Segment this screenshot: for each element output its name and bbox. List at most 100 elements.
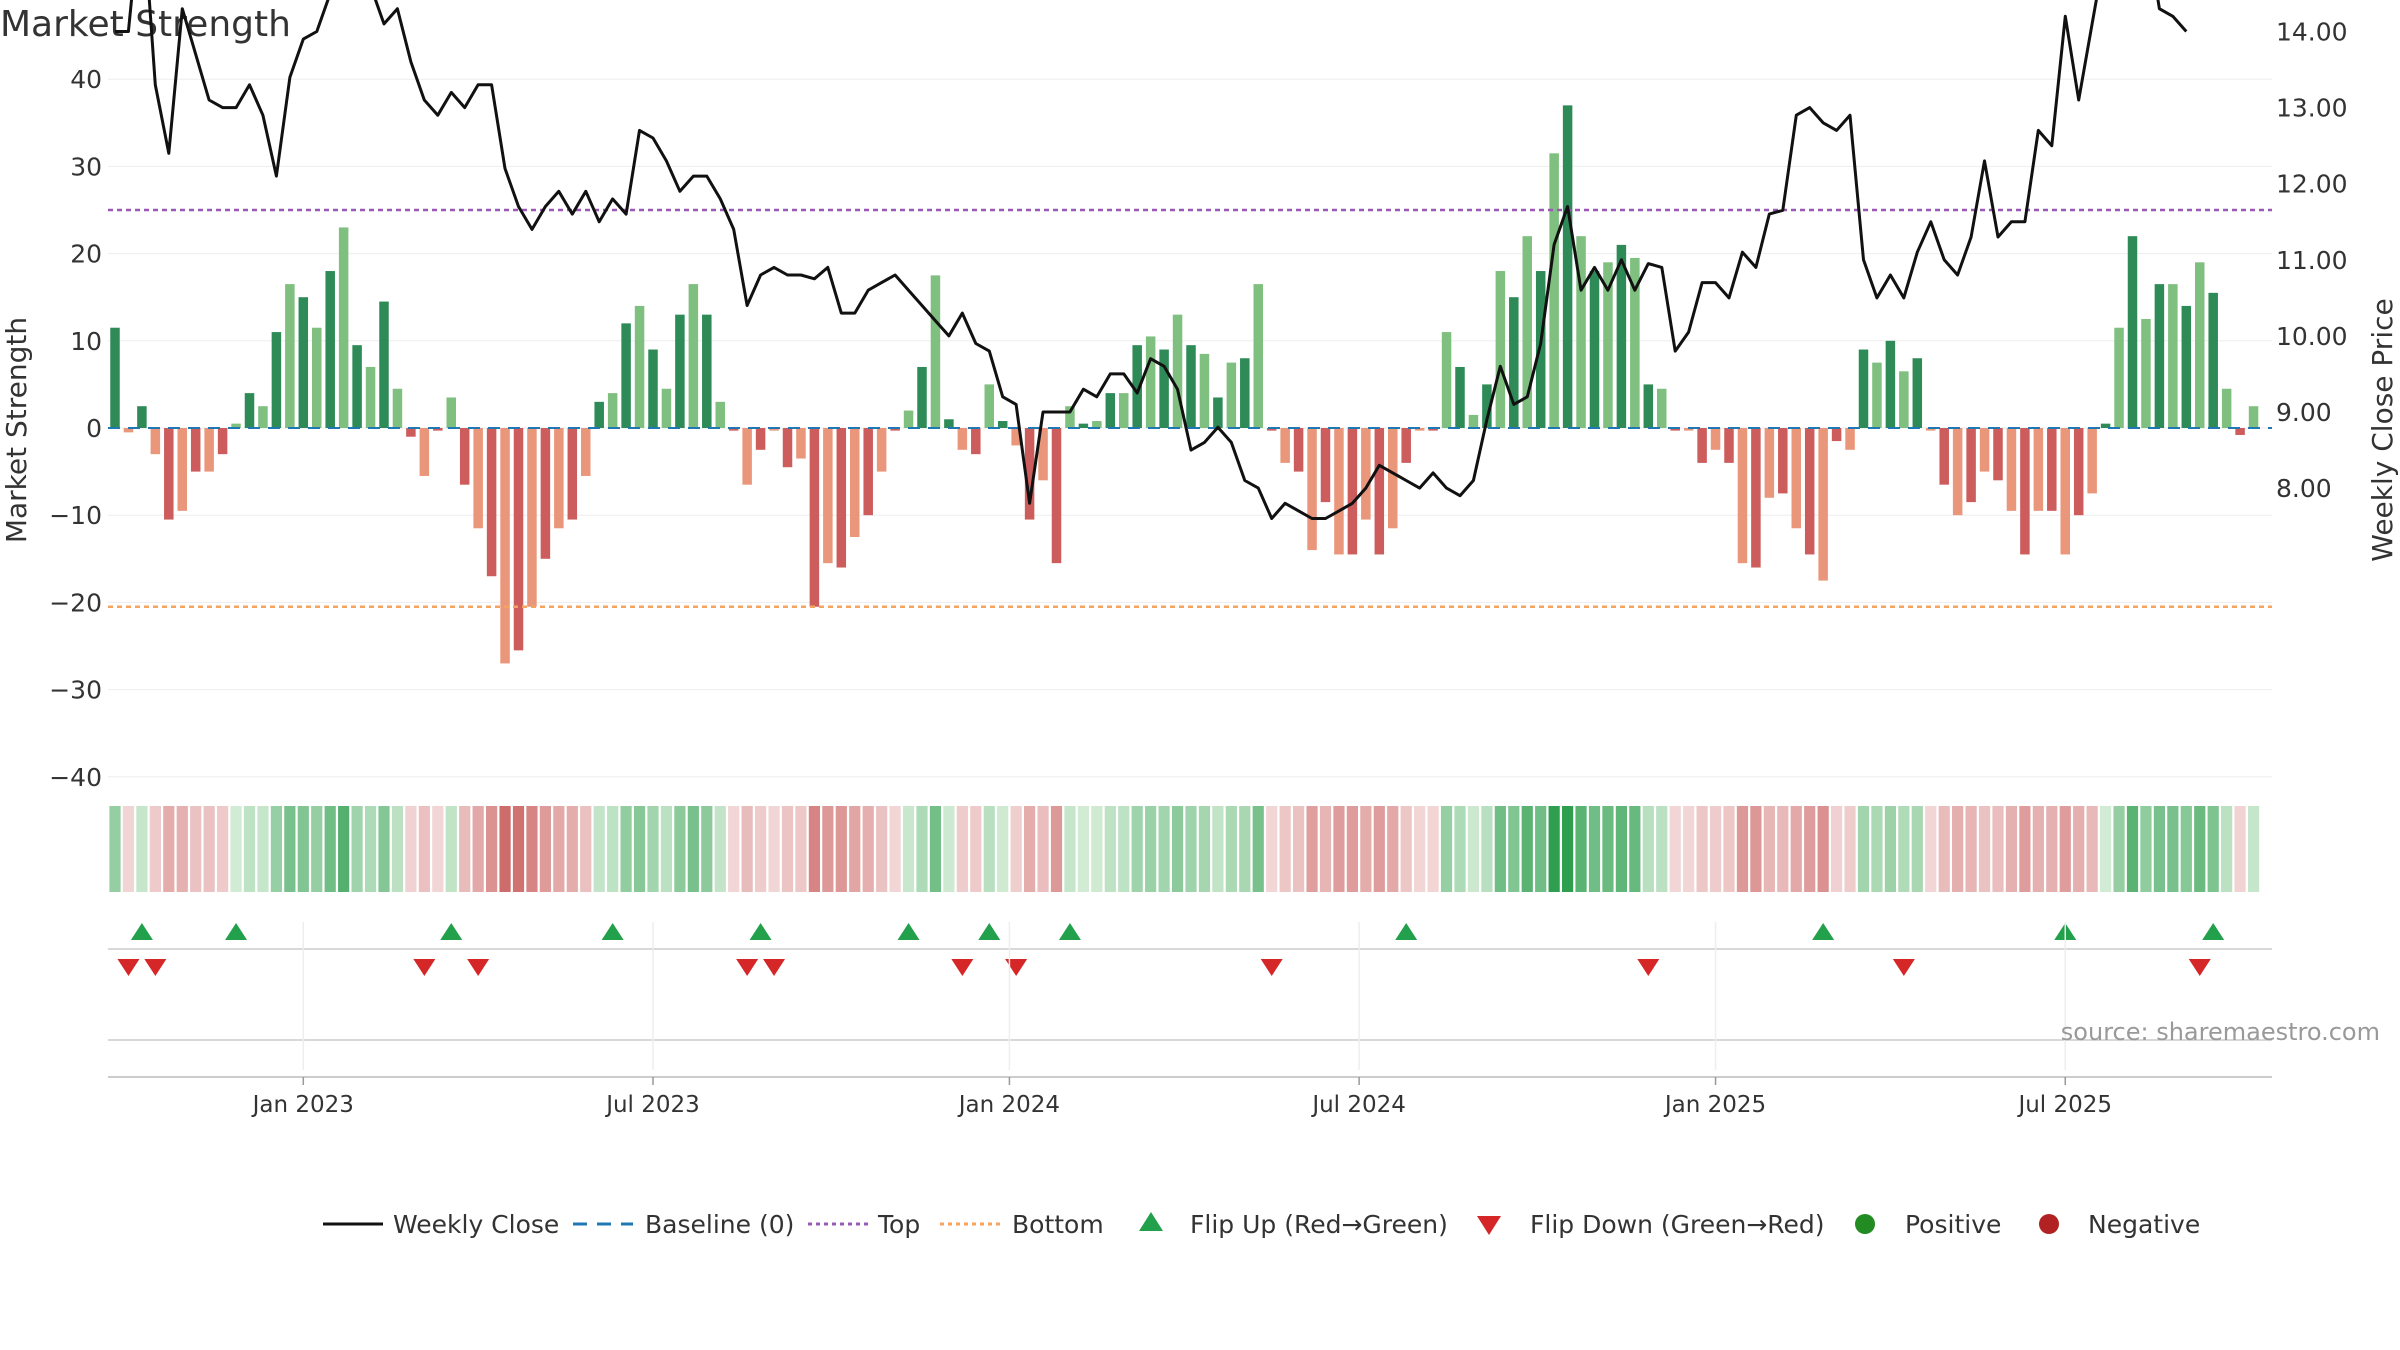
y2-tick-label: 13.00 [2276,94,2348,123]
strength-bar [715,401,725,428]
heat-strip-cell [445,806,457,892]
legend: Weekly Close Baseline (0) Top Bottom Fli… [323,1210,2200,1239]
strength-bar [365,366,376,428]
strength-bar [1562,105,1573,429]
strength-bar [1132,345,1142,428]
heat-strip-cell [391,806,404,892]
legend-top-label: Top [877,1210,920,1239]
strength-bar [2141,319,2151,428]
heat-strip-cell [284,806,296,892]
heat-strip-cell [647,806,659,892]
x-axis: Jan 2023 Jul 2023 Jan 2024 Jul 2024 Jan 2025… [108,922,2272,1118]
heat-strip-cell [1185,806,1197,892]
heat-strip-cell [405,806,417,892]
heat-strip-cell [1898,806,1910,892]
heat-strip-cell [1575,806,1587,892]
heat-strip-cell [660,806,673,892]
heat-strip-cell [1440,806,1453,892]
heat-strip-cell [1952,806,1964,892]
heat-strip-cell [499,806,511,892]
strength-bar [110,327,120,428]
strength-bar [1051,428,1062,564]
strength-bar [1159,349,1169,428]
x-tick-label: Jan 2025 [1663,1092,1766,1118]
flip-up-marker [2202,923,2225,940]
heat-strip-cell [1790,806,1802,892]
heat-strip-cell [1427,806,1439,892]
strength-bar [1952,428,1963,516]
heat-strip-cell [1198,806,1211,892]
strength-bar [1764,428,1775,498]
strength-bar [944,419,954,428]
strength-bar [1441,332,1452,428]
flip-up-marker [897,923,920,940]
heat-strip-cell [109,806,121,892]
heat-strip-cell [149,806,161,892]
heat-strip-cell [512,806,525,892]
strength-bar [1253,284,1263,428]
heat-strip-cell [1992,806,2004,892]
heat-strip-cell [1400,806,1412,892]
heat-strip-cell [1064,806,1076,892]
strength-bar [338,227,349,428]
strength-bar [2168,284,2178,428]
heat-strip-cell [1118,806,1130,892]
heat-strip-cell [1279,806,1291,892]
strength-bar [2235,428,2245,435]
strength-bar [1603,262,1613,428]
y-tick-label: 0 [86,414,102,443]
heat-strip-cell [1615,806,1627,892]
strength-bar [823,428,833,564]
source-label: source: sharemaestro.com [2061,1018,2380,1046]
heat-strip-cell [378,806,390,892]
strength-bar [1724,428,1734,463]
legend-flip-up-icon [1139,1212,1163,1231]
heat-strip-cell [1831,806,1843,892]
y-tick-label: 20 [70,240,102,269]
strength-bar [433,428,443,431]
left-axis: 40 30 20 10 0 −10 −20 −30 −40 [49,65,102,792]
strength-bar [1334,428,1344,555]
legend-positive-label: Positive [1905,1210,2001,1239]
strength-bar [406,428,416,437]
strength-bar [2047,428,2057,511]
x-tick-label: Jul 2025 [2016,1092,2112,1118]
heat-strip-cell [956,806,968,892]
heat-strip-cell [835,806,847,892]
strength-bar [1549,153,1559,428]
strength-bar [1670,428,1680,431]
heat-strip-cell [633,806,646,892]
strength-bar [1643,384,1654,428]
strength-bar [1791,428,1801,529]
strength-bar [997,421,1008,428]
heat-strip-cell [1414,806,1426,892]
heat-strip-cell [1360,806,1372,892]
heat-strip-cell [1508,806,1520,892]
heat-strip-cell [2167,806,2179,892]
heat-strip-cell [1602,806,1614,892]
heat-strip-cell [553,806,565,892]
strength-bar [2033,428,2044,511]
flip-down-marker [413,959,436,976]
heat-strip-cell [795,806,807,892]
y2-tick-label: 10.00 [2276,322,2348,351]
strength-bar [1683,428,1694,431]
strength-bar [446,397,456,428]
strength-bar [1374,428,1385,555]
flip-down-marker [117,959,140,976]
heat-strip-cell [1696,806,1708,892]
heat-strip-cell [1091,806,1103,892]
heat-strip-cell [808,806,820,892]
heat-strip-cell [593,806,605,892]
heat-strip-cell [1387,806,1399,892]
strength-bar [177,428,187,511]
heat-strip-cell [755,806,767,892]
strength-bar [876,428,887,472]
strength-bar [1482,384,1492,428]
heat-strip-cell [728,806,740,892]
heat-strip-cell [243,806,256,892]
strength-bar [1522,236,1532,428]
heat-strip-cell [1373,806,1385,892]
flip-up-marker [601,923,624,940]
heat-strip-cell [2140,806,2152,892]
